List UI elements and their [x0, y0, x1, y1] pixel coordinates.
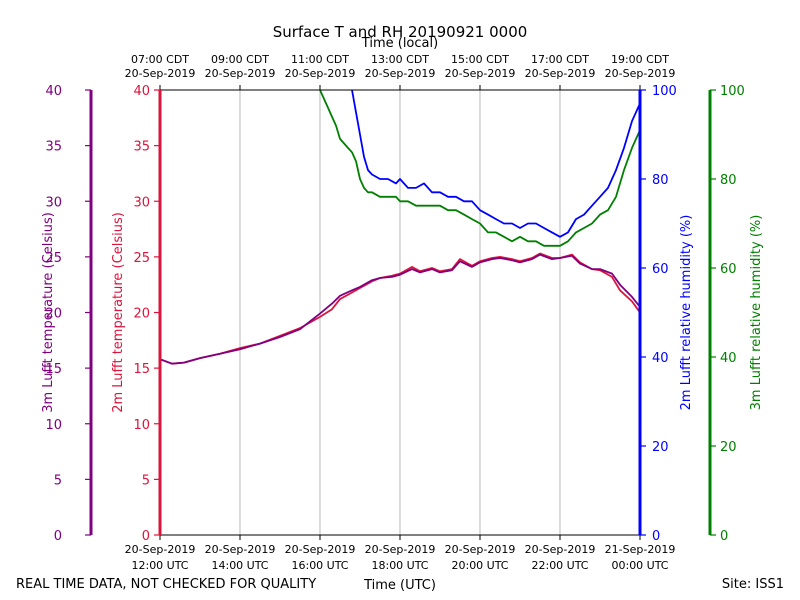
- axis-rh2: 0 20 40 60 80 100 2m Lufft relative humidity (…: [638, 84, 694, 544]
- bottom-tick-time-3: 18:00 UTC: [371, 559, 428, 572]
- bottom-tick-time-6: 00:00 UTC: [611, 559, 668, 572]
- axis-t2: 0 5 10 15 20 25 30 35 40 2m Lufft temperature (Ce…: [111, 84, 162, 544]
- axis-tick-label-rh3-1: 20: [720, 440, 737, 455]
- bottom-tick-date-2: 20-Sep-2019: [285, 543, 356, 556]
- axis-tick-label-t3-5: 25: [45, 251, 62, 266]
- top-tick-date-0: 20-Sep-2019: [125, 67, 196, 80]
- top-tick-time-6: 19:00 CDT: [611, 53, 669, 66]
- axis-rh3: 0 20 40 60 80 100 3m Lufft relative humidity (…: [708, 84, 764, 544]
- axis-tick-label-t2-1: 5: [142, 473, 150, 488]
- bottom-tick-date-3: 20-Sep-2019: [365, 543, 436, 556]
- bottom-tick-time-2: 16:00 UTC: [291, 559, 348, 572]
- axis-title-rh2: 2m Lufft relative humidity (%): [679, 215, 694, 411]
- bottom-tick-time-5: 22:00 UTC: [531, 559, 588, 572]
- axis-tick-label-t2-7: 35: [133, 140, 150, 155]
- top-tick-date-5: 20-Sep-2019: [525, 67, 596, 80]
- axis-tick-label-t3-6: 30: [45, 195, 62, 210]
- axis-tick-label-rh3-3: 60: [720, 262, 737, 277]
- axis-tick-label-rh2-4: 80: [652, 173, 669, 188]
- axis-tick-label-t2-5: 25: [133, 251, 150, 266]
- axis-title-t2: 2m Lufft temperature (Celsius): [111, 212, 126, 413]
- x-axis-label: Time (UTC): [363, 578, 436, 593]
- axis-tick-label-t2-0: 0: [142, 529, 150, 544]
- quality-disclaimer: REAL TIME DATA, NOT CHECKED FOR QUALITY: [16, 577, 316, 592]
- top-tick-date-2: 20-Sep-2019: [285, 67, 356, 80]
- top-tick-time-2: 11:00 CDT: [291, 53, 349, 66]
- axis-tick-label-t3-2: 10: [45, 418, 62, 433]
- axis-tick-label-rh2-5: 100: [652, 84, 677, 99]
- bottom-tick-date-0: 20-Sep-2019: [125, 543, 196, 556]
- top-tick-time-5: 17:00 CDT: [531, 53, 589, 66]
- axis-tick-label-t2-4: 20: [133, 307, 150, 322]
- axis-tick-label-t2-3: 15: [133, 362, 150, 377]
- axis-title-t3: 3m Lufft temperature (Celsius): [41, 212, 56, 413]
- axis-tick-label-t3-1: 5: [54, 473, 62, 488]
- axis-tick-label-t2-6: 30: [133, 195, 150, 210]
- axis-tick-label-rh3-0: 0: [720, 529, 728, 544]
- top-tick-time-0: 07:00 CDT: [131, 53, 189, 66]
- chart-title: Surface T and RH 20190921 0000: [273, 23, 528, 41]
- bottom-tick-date-5: 20-Sep-2019: [525, 543, 596, 556]
- top-tick-date-1: 20-Sep-2019: [205, 67, 276, 80]
- bottom-x-ticks: 20-Sep-2019 12:00 UTC 20-Sep-2019 14:00 UTC…: [125, 535, 676, 572]
- axis-tick-label-rh3-4: 80: [720, 173, 737, 188]
- axis-tick-label-rh2-0: 0: [652, 529, 660, 544]
- top-axis-label: Time (local): [361, 36, 438, 51]
- axis-tick-label-t3-3: 15: [45, 362, 62, 377]
- axis-title-rh3: 3m Lufft relative humidity (%): [749, 215, 764, 411]
- axis-tick-label-rh2-2: 40: [652, 351, 669, 366]
- bottom-tick-time-4: 20:00 UTC: [451, 559, 508, 572]
- top-tick-date-3: 20-Sep-2019: [365, 67, 436, 80]
- top-tick-time-4: 15:00 CDT: [451, 53, 509, 66]
- series-line-rh3: [319, 89, 641, 247]
- bottom-tick-date-1: 20-Sep-2019: [205, 543, 276, 556]
- top-tick-time-1: 09:00 CDT: [211, 53, 269, 66]
- bottom-tick-date-4: 20-Sep-2019: [445, 543, 516, 556]
- series-lines: [159, 89, 641, 365]
- axis-tick-label-t2-8: 40: [133, 84, 150, 99]
- bottom-tick-time-0: 12:00 UTC: [131, 559, 188, 572]
- series-line-rh2: [351, 89, 641, 238]
- series-line-t3: [159, 253, 641, 365]
- axis-t3: 0 5 10 15 20 25 30 35 40 3m Lufft temperature (Ce…: [41, 84, 93, 544]
- axis-tick-label-t3-8: 40: [45, 84, 62, 99]
- axis-tick-label-t3-7: 35: [45, 140, 62, 155]
- axis-tick-label-t3-4: 20: [45, 307, 62, 322]
- axis-tick-label-rh3-5: 100: [720, 84, 745, 99]
- axis-tick-label-rh2-1: 20: [652, 440, 669, 455]
- axis-tick-label-rh3-2: 40: [720, 351, 737, 366]
- axis-tick-label-t3-0: 0: [54, 529, 62, 544]
- top-tick-date-4: 20-Sep-2019: [445, 67, 516, 80]
- bottom-tick-time-1: 14:00 UTC: [211, 559, 268, 572]
- axis-tick-label-rh2-3: 60: [652, 262, 669, 277]
- top-tick-date-6: 20-Sep-2019: [605, 67, 676, 80]
- top-tick-time-3: 13:00 CDT: [371, 53, 429, 66]
- site-label: Site: ISS1: [722, 577, 784, 592]
- bottom-tick-date-6: 21-Sep-2019: [605, 543, 676, 556]
- axis-tick-label-t2-2: 10: [133, 418, 150, 433]
